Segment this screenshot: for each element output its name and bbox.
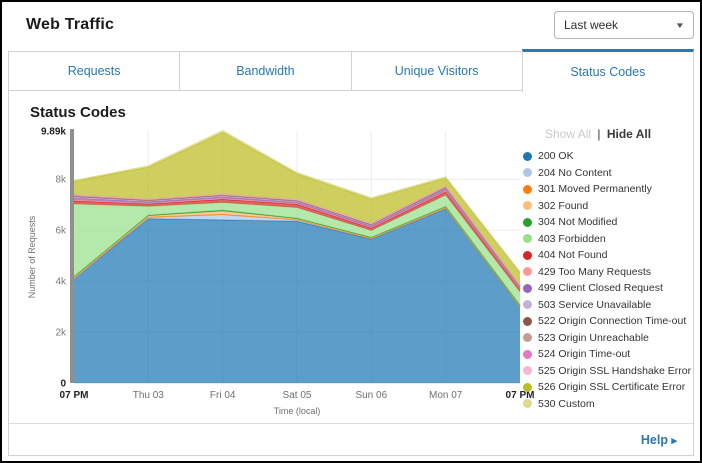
legend-swatch (523, 333, 532, 343)
chart-legend: Show All | Hide All 200 OK 204 No Content… (523, 127, 691, 413)
legend-swatch (523, 151, 532, 161)
svg-text:Time (local): Time (local) (274, 406, 321, 416)
legend-item[interactable]: 403 Forbidden (523, 231, 687, 248)
legend-swatch (523, 366, 532, 376)
legend-swatch (523, 168, 532, 178)
legend-swatch (523, 300, 532, 310)
legend-swatch (523, 184, 532, 194)
legend-label: 522 Origin Connection Time-out (538, 315, 687, 328)
legend-item[interactable]: 429 Too Many Requests (523, 264, 687, 281)
status-codes-chart[interactable]: 0 2k 4k 6k 8k 9.89k 07 PM Thu 03 Fri 04 Sat 05 Sun… (22, 115, 552, 417)
panel-title: Status Codes (30, 104, 126, 121)
legend-swatch (523, 399, 532, 409)
status-codes-panel: Status Codes 0 2k 4k 6k 8k 9.89k 07 PM Thu 03 Fr… (8, 90, 694, 456)
legend-item[interactable]: 503 Service Unavailable (523, 297, 687, 314)
help-arrow-icon: ▸ (671, 434, 677, 447)
legend-separator: | (597, 127, 601, 141)
legend-swatch (523, 267, 532, 277)
legend-label: 525 Origin SSL Handshake Error (538, 364, 692, 377)
legend-item[interactable]: 301 Moved Permanently (523, 181, 687, 198)
show-all-link[interactable]: Show All (545, 127, 592, 141)
legend-swatch (523, 201, 532, 211)
legend-item[interactable]: 404 Not Found (523, 247, 687, 264)
legend-controls: Show All | Hide All (523, 127, 687, 141)
legend-label: 429 Too Many Requests (538, 265, 652, 278)
legend-list: 200 OK 204 No Content 301 Moved Permanentl… (523, 148, 691, 413)
legend-item[interactable]: 525 Origin SSL Handshake Error (523, 363, 691, 380)
svg-text:2k: 2k (55, 328, 67, 339)
svg-text:Mon 07: Mon 07 (429, 390, 463, 401)
svg-text:4k: 4k (55, 277, 67, 288)
legend-item[interactable]: 200 OK (523, 148, 687, 165)
svg-text:9.89k: 9.89k (41, 127, 66, 138)
svg-text:Thu 03: Thu 03 (133, 390, 165, 401)
widget-header: Web Traffic Last week ▼ (8, 2, 694, 48)
legend-label: 304 Not Modified (538, 216, 618, 229)
legend-label: 526 Origin SSL Certificate Error (538, 381, 686, 394)
legend-label: 204 No Content (538, 166, 612, 179)
svg-text:0: 0 (60, 379, 66, 390)
legend-label: 530 Custom (538, 397, 595, 410)
tab-requests[interactable]: Requests (8, 51, 181, 91)
svg-text:6k: 6k (55, 226, 67, 237)
legend-swatch (523, 382, 532, 392)
help-label: Help (640, 432, 668, 447)
tab-bandwidth[interactable]: Bandwidth (179, 51, 352, 91)
chevron-down-icon: ▼ (674, 20, 686, 30)
legend-swatch (523, 217, 532, 227)
svg-text:07 PM: 07 PM (506, 390, 535, 401)
legend-item[interactable]: 499 Client Closed Request (523, 280, 687, 297)
legend-label: 404 Not Found (538, 249, 608, 262)
tab-bar: Requests Bandwidth Unique Visitors Status C… (8, 48, 694, 92)
svg-text:Fri 04: Fri 04 (210, 390, 236, 401)
svg-text:Sun 06: Sun 06 (355, 390, 387, 401)
legend-label: 499 Client Closed Request (538, 282, 663, 295)
legend-item[interactable]: 523 Origin Unreachable (523, 330, 687, 347)
time-range-value: Last week (564, 18, 619, 32)
legend-label: 523 Origin Unreachable (538, 331, 649, 344)
legend-label: 524 Origin Time-out (538, 348, 631, 361)
legend-label: 200 OK (538, 150, 574, 163)
legend-swatch (523, 349, 532, 359)
legend-item[interactable]: 302 Found (523, 198, 687, 215)
svg-text:Number of Requests: Number of Requests (27, 215, 37, 298)
legend-label: 302 Found (538, 199, 589, 212)
tab-status-codes[interactable]: Status Codes (521, 49, 694, 92)
legend-swatch (523, 234, 532, 244)
legend-label: 301 Moved Permanently (538, 183, 652, 196)
svg-text:07 PM: 07 PM (60, 390, 89, 401)
tab-unique-visitors[interactable]: Unique Visitors (350, 51, 523, 91)
svg-text:8k: 8k (55, 175, 67, 186)
legend-item[interactable]: 204 No Content (523, 165, 687, 182)
legend-item[interactable]: 530 Custom (523, 396, 687, 413)
hide-all-link[interactable]: Hide All (606, 127, 652, 141)
legend-item[interactable]: 526 Origin SSL Certificate Error (523, 379, 687, 396)
panel-footer: Help ▸ (9, 423, 693, 455)
legend-swatch (523, 283, 532, 293)
svg-text:Sat 05: Sat 05 (283, 390, 312, 401)
legend-label: 503 Service Unavailable (538, 298, 652, 311)
legend-item[interactable]: 304 Not Modified (523, 214, 687, 231)
legend-label: 403 Forbidden (538, 232, 606, 245)
time-range-dropdown[interactable]: Last week ▼ (554, 11, 694, 39)
legend-swatch (523, 316, 532, 326)
page-title: Web Traffic (26, 16, 115, 33)
legend-swatch (523, 250, 532, 260)
legend-item[interactable]: 522 Origin Connection Time-out (523, 313, 687, 330)
help-link[interactable]: Help ▸ (641, 433, 677, 447)
legend-item[interactable]: 524 Origin Time-out (523, 346, 687, 363)
